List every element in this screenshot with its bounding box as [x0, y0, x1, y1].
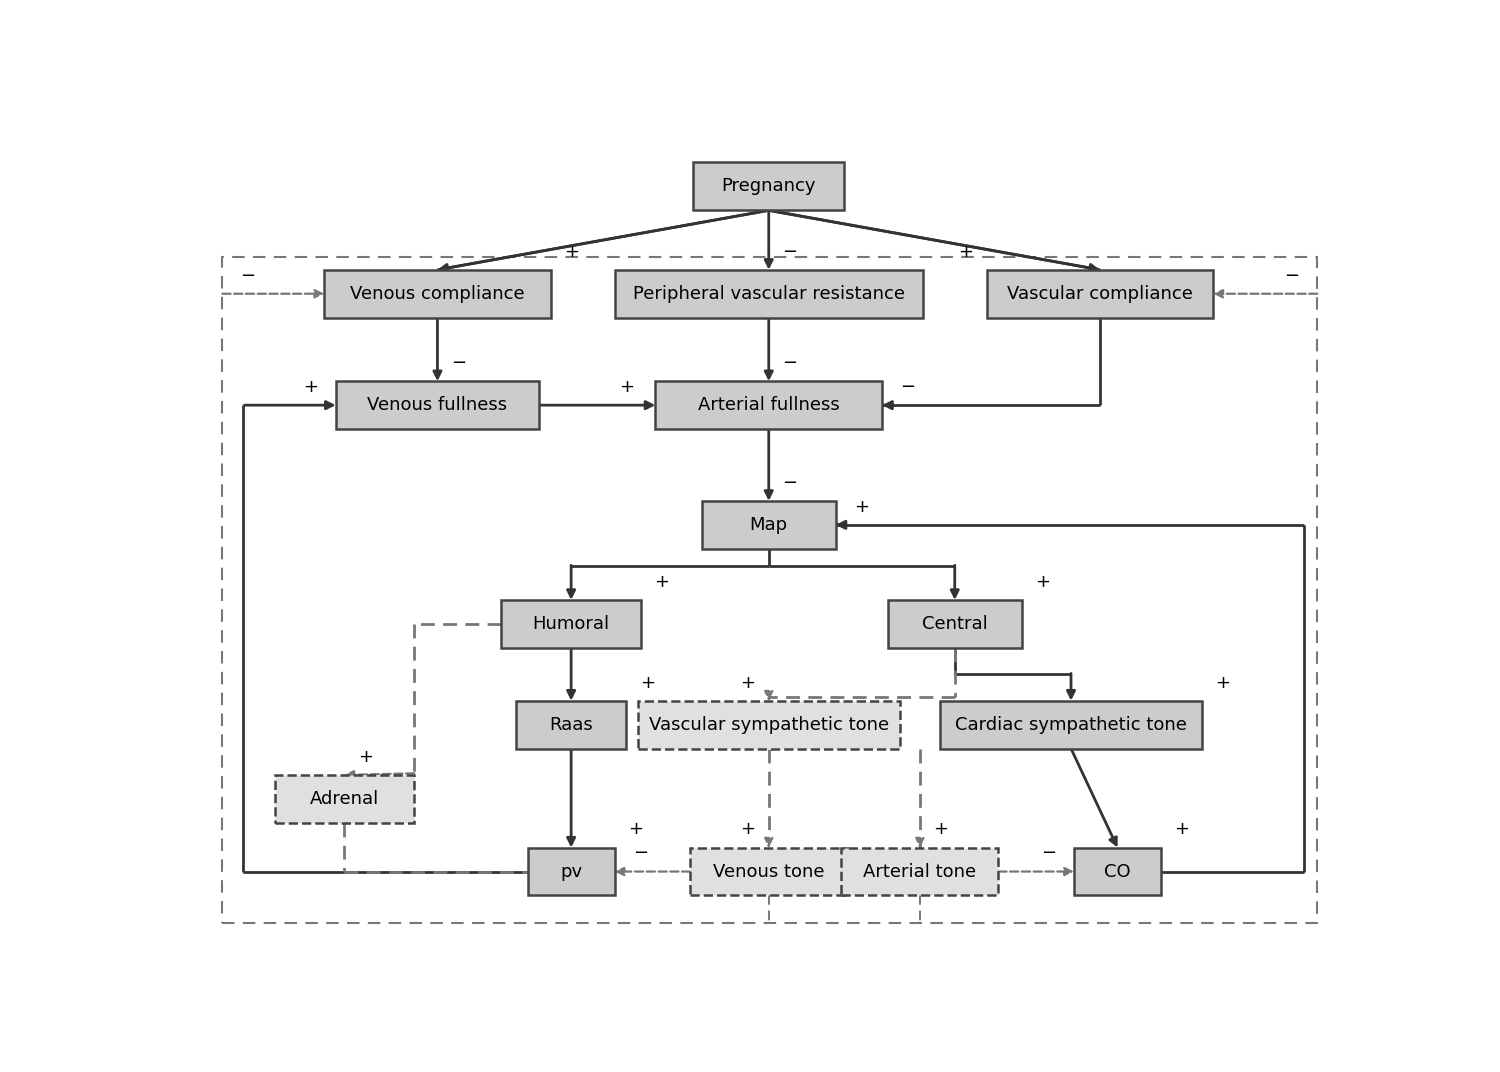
Text: +: + [741, 820, 756, 838]
Text: −: − [900, 378, 915, 396]
Text: −: − [452, 354, 466, 372]
Bar [222, 256, 1317, 923]
FancyBboxPatch shape [516, 701, 627, 748]
Text: −: − [1041, 845, 1056, 862]
Text: +: + [640, 673, 656, 691]
Text: Adrenal: Adrenal [310, 790, 380, 808]
Text: pv: pv [560, 863, 582, 880]
Text: +: + [620, 378, 634, 396]
Text: Vascular compliance: Vascular compliance [1007, 285, 1192, 302]
FancyBboxPatch shape [888, 600, 1022, 647]
FancyBboxPatch shape [656, 382, 882, 429]
FancyBboxPatch shape [940, 701, 1202, 748]
Text: −: − [633, 845, 648, 862]
FancyBboxPatch shape [690, 848, 847, 895]
Text: +: + [1174, 820, 1190, 838]
Text: Humoral: Humoral [532, 615, 609, 632]
Text: Central: Central [922, 615, 987, 632]
Text: −: − [1284, 267, 1299, 284]
Text: Venous fullness: Venous fullness [368, 397, 507, 414]
Text: +: + [654, 572, 669, 591]
Text: Raas: Raas [549, 716, 592, 733]
Text: Vascular sympathetic tone: Vascular sympathetic tone [648, 716, 890, 733]
FancyBboxPatch shape [987, 270, 1214, 317]
Text: +: + [1215, 673, 1230, 691]
Text: +: + [741, 673, 756, 691]
Text: Cardiac sympathetic tone: Cardiac sympathetic tone [956, 716, 1186, 733]
Text: Pregnancy: Pregnancy [722, 178, 816, 195]
Text: Map: Map [750, 516, 788, 534]
FancyBboxPatch shape [702, 501, 836, 549]
FancyBboxPatch shape [528, 848, 615, 895]
Text: −: − [782, 354, 796, 372]
FancyBboxPatch shape [842, 848, 999, 895]
FancyBboxPatch shape [693, 163, 844, 210]
FancyBboxPatch shape [274, 775, 414, 823]
Text: +: + [303, 378, 318, 396]
Text: +: + [853, 497, 868, 516]
Text: Venous compliance: Venous compliance [350, 285, 525, 302]
Text: −: − [240, 267, 255, 284]
Text: +: + [564, 242, 579, 260]
FancyBboxPatch shape [324, 270, 550, 317]
Text: −: − [782, 242, 796, 260]
Text: +: + [358, 748, 374, 765]
Text: Peripheral vascular resistance: Peripheral vascular resistance [633, 285, 904, 302]
Text: +: + [933, 820, 948, 838]
Text: +: + [1035, 572, 1050, 591]
FancyBboxPatch shape [1074, 848, 1161, 895]
Text: Venous tone: Venous tone [712, 863, 825, 880]
FancyBboxPatch shape [615, 270, 922, 317]
FancyBboxPatch shape [336, 382, 538, 429]
Text: CO: CO [1104, 863, 1131, 880]
FancyBboxPatch shape [638, 701, 900, 748]
FancyBboxPatch shape [501, 600, 640, 647]
Text: Arterial tone: Arterial tone [864, 863, 976, 880]
Text: +: + [628, 820, 644, 838]
Text: −: − [782, 474, 796, 492]
Text: Arterial fullness: Arterial fullness [698, 397, 840, 414]
Text: +: + [958, 242, 974, 260]
